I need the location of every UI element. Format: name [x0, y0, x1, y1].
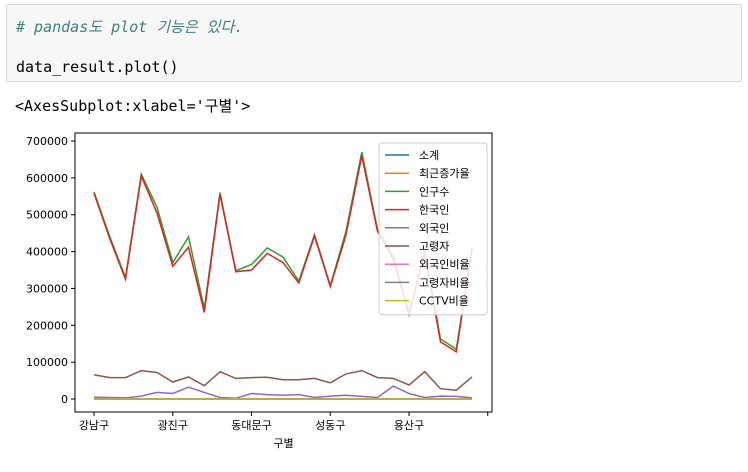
- code-comment: # pandas도 plot 기능은 있다.: [16, 18, 244, 36]
- legend-label-2: 인구수: [419, 185, 449, 198]
- y-tick-label-5: 500000: [26, 209, 68, 222]
- legend-label-5: 고령자: [419, 240, 449, 253]
- plot-frame: [74, 132, 493, 413]
- y-tick-label-7: 700000: [26, 135, 68, 148]
- legend-label-4: 외국인: [419, 222, 449, 235]
- legend-label-1: 최근증가율: [419, 167, 470, 180]
- x-tick-label-3: 성동구: [315, 419, 345, 432]
- y-tick-label-2: 200000: [26, 319, 68, 332]
- y-tick-label-6: 600000: [26, 172, 68, 185]
- x-axis-label: 구별: [273, 437, 293, 450]
- y-tick-label-4: 400000: [26, 246, 68, 259]
- legend-label-8: CCTV비율: [419, 295, 469, 308]
- code-cell-input[interactable]: # pandas도 plot 기능은 있다. data_result.plot(…: [6, 4, 742, 82]
- legend-label-3: 한국인: [419, 204, 449, 217]
- y-tick-label-0: 0: [61, 393, 68, 406]
- series-line-5: [93, 369, 473, 391]
- x-tick-label-4: 용산구: [394, 419, 424, 432]
- y-tick-label-3: 300000: [26, 282, 68, 295]
- x-tick-label-1: 광진구: [158, 419, 188, 432]
- legend-label-6: 외국인비율: [419, 258, 470, 271]
- x-tick-label-0: 강남구: [79, 419, 109, 432]
- legend-label-7: 고령자비율: [419, 276, 470, 289]
- code-line: data_result.plot(): [16, 58, 179, 76]
- legend-label-0: 소계: [419, 149, 439, 162]
- legend-box: [378, 142, 488, 316]
- output-repr: <AxesSubplot:xlabel='구별'>: [15, 97, 251, 115]
- axes-layer: [74, 132, 493, 413]
- y-tick-label-1: 100000: [26, 356, 68, 369]
- ticks-layer: 0 100000 200000 300000 400000 500000 600000 700…: [26, 135, 489, 432]
- x-tick-label-2: 동대문구: [231, 419, 271, 432]
- series-line-4: [93, 385, 473, 400]
